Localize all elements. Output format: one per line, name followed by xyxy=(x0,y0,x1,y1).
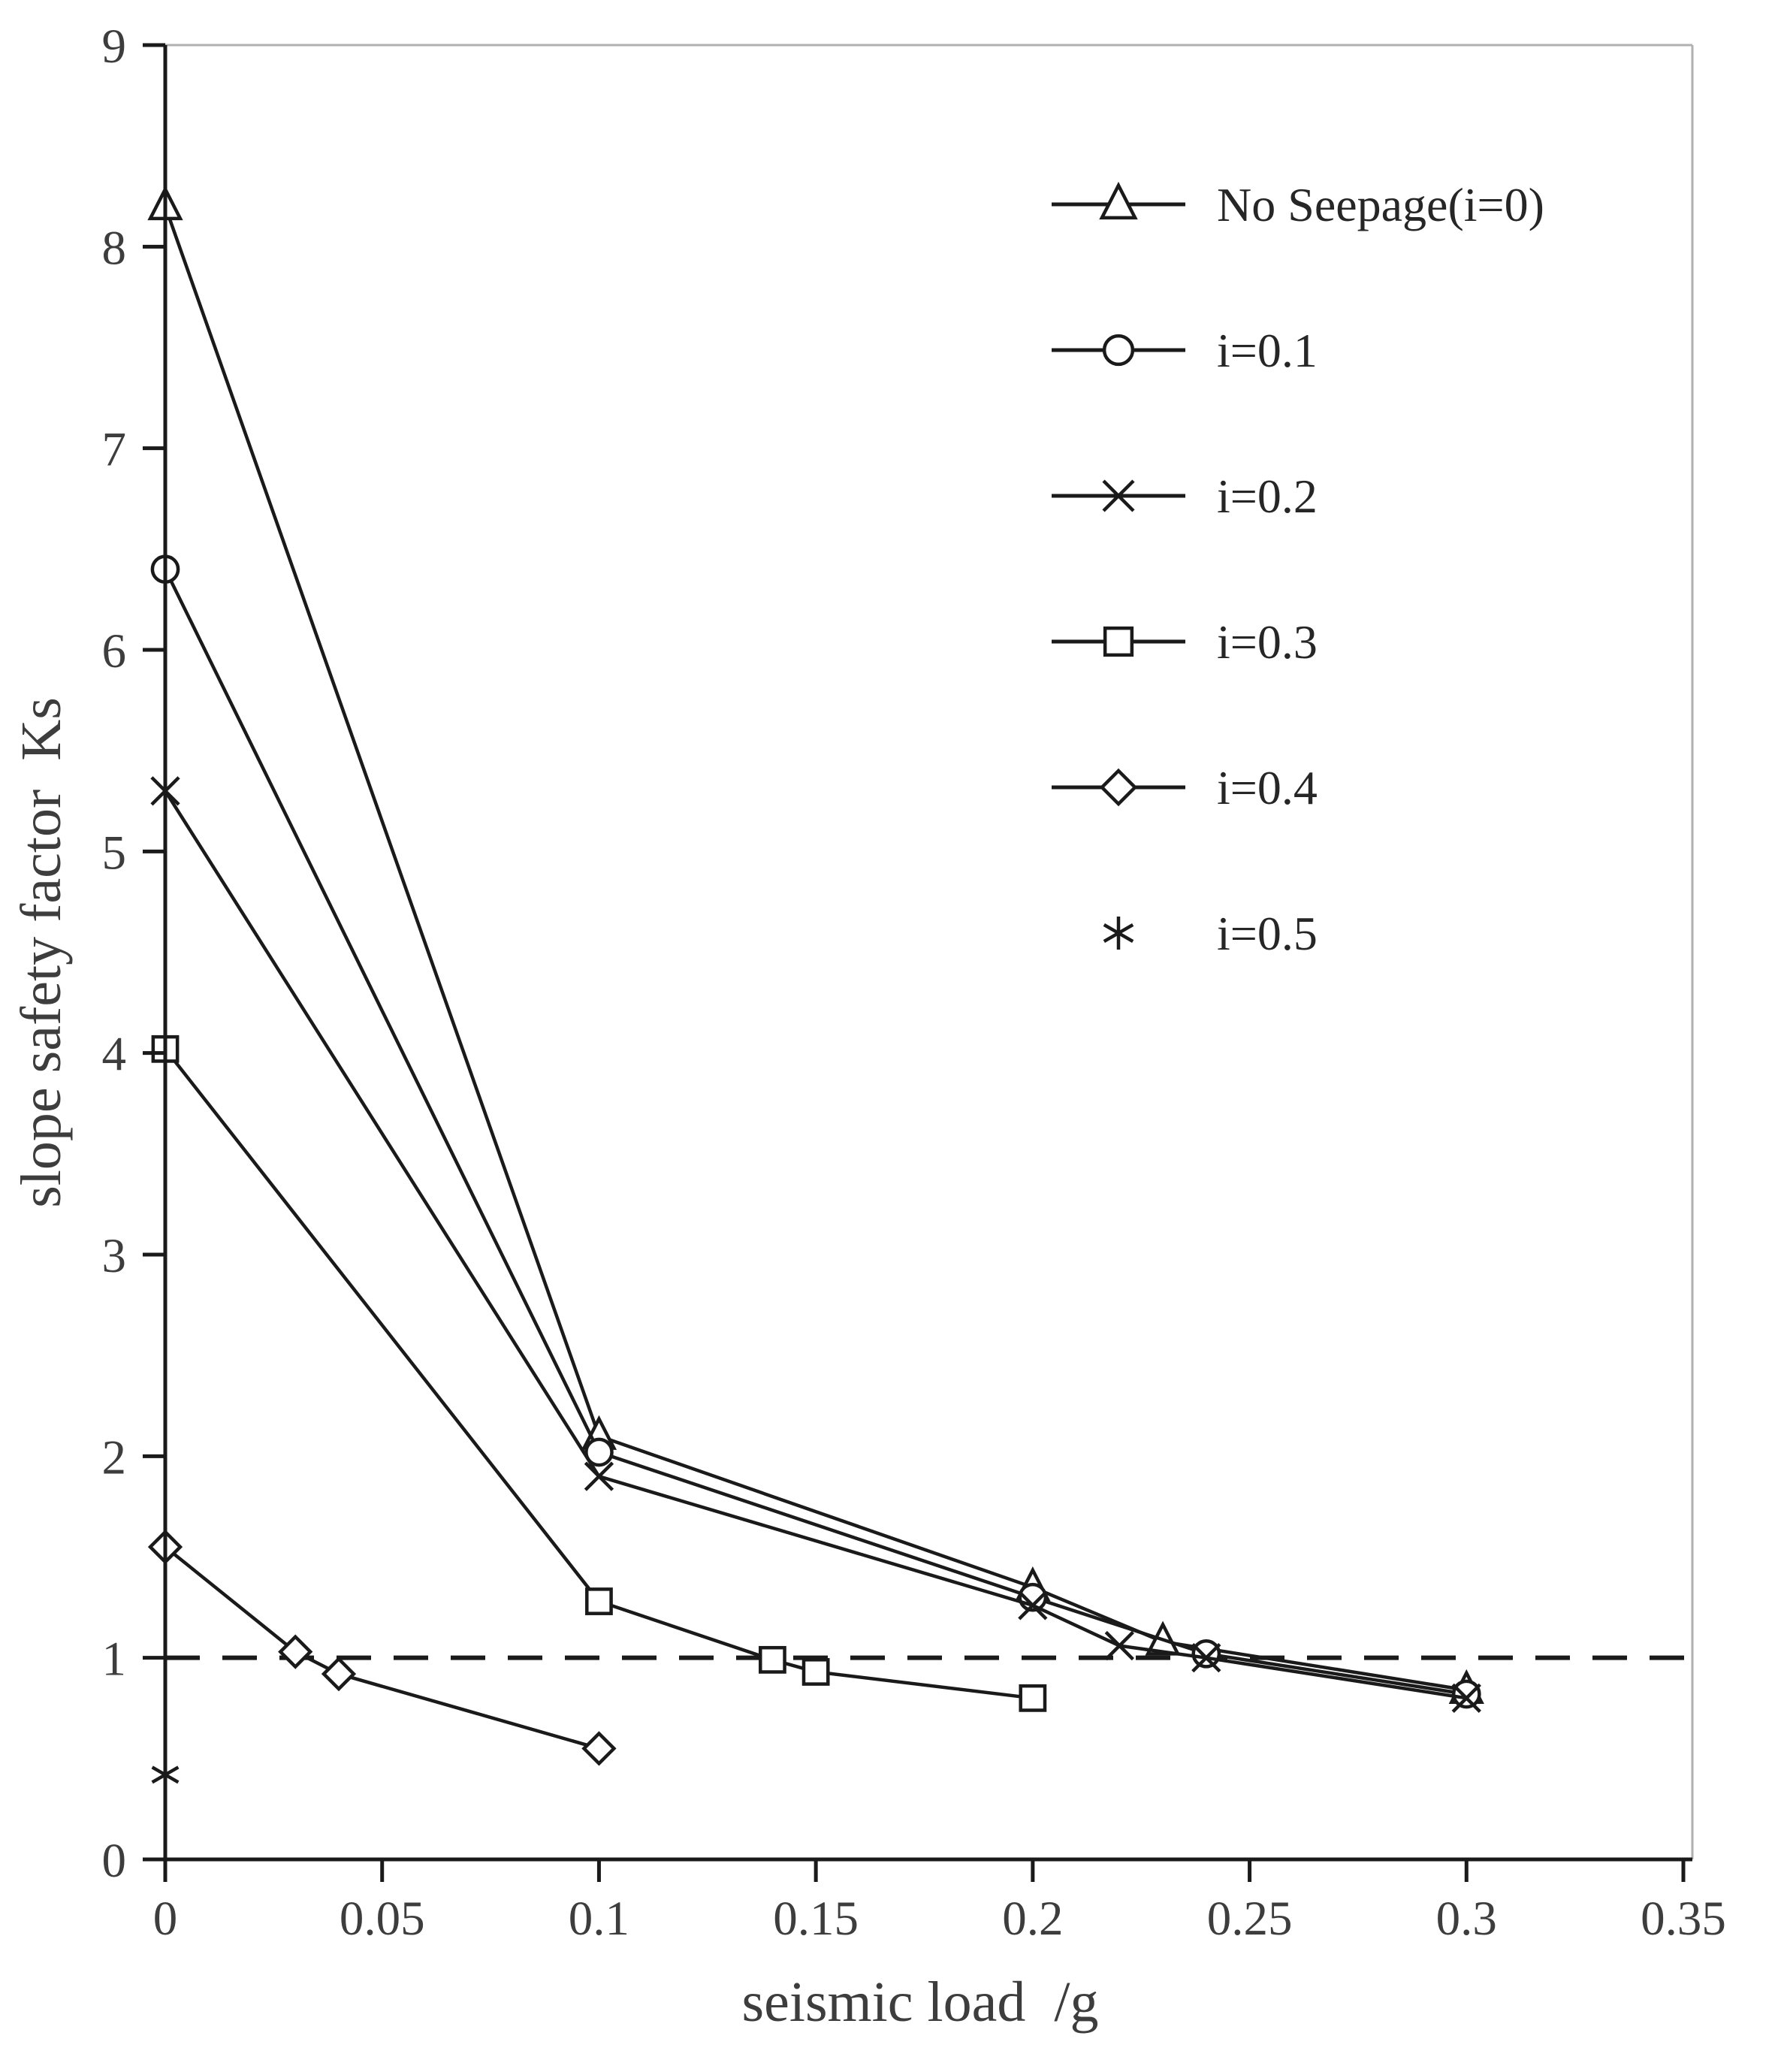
series-line xyxy=(164,790,1467,1700)
x-tick-label: 0.25 xyxy=(1207,1892,1293,1946)
x-marker xyxy=(1018,1590,1048,1620)
legend-item: i=0.5 xyxy=(1103,907,1318,960)
series-group xyxy=(147,185,1484,1790)
circle-marker xyxy=(1191,1639,1221,1669)
y-tick-label: 6 xyxy=(102,624,127,678)
y-tick-label: 7 xyxy=(102,423,127,477)
legend-item: i=0.3 xyxy=(1052,615,1318,669)
y-tick-label: 5 xyxy=(102,826,127,880)
x-tick-label: 0 xyxy=(153,1892,178,1946)
x-marker xyxy=(1191,1643,1221,1673)
square-marker xyxy=(801,1658,830,1686)
circle-marker xyxy=(584,1437,614,1467)
legend-item: i=0.1 xyxy=(1052,324,1318,377)
legend-label: i=0.3 xyxy=(1217,615,1318,669)
series-line xyxy=(163,568,1467,1696)
square-marker xyxy=(1103,626,1134,657)
axis-ticks: 0 1 2 3 4 5 6 7 8 9 0 0.05 0.1 0.15 0.2 0.25 0.3 0.35 xyxy=(102,20,1726,1946)
x-axis-title: seismic load /g xyxy=(742,1971,1099,2034)
diamond-marker xyxy=(581,1731,617,1766)
circle-marker xyxy=(1102,334,1135,367)
square-marker xyxy=(759,1645,786,1674)
diamond-marker xyxy=(278,1634,313,1669)
x-tick-label: 0.35 xyxy=(1641,1892,1726,1946)
square-marker xyxy=(585,1587,613,1615)
y-tick-label: 3 xyxy=(102,1229,127,1283)
x-tick-label: 0.2 xyxy=(1002,1892,1063,1946)
square-marker xyxy=(1019,1684,1047,1712)
asterisk-marker xyxy=(1103,916,1134,950)
diamond-marker xyxy=(321,1656,357,1692)
legend-item: No Seepage(i=0) xyxy=(1052,178,1544,231)
y-tick-label: 1 xyxy=(102,1633,127,1687)
y-tick-label: 0 xyxy=(102,1834,127,1888)
y-tick-label: 2 xyxy=(102,1430,127,1485)
plot-frame xyxy=(165,44,1694,1859)
y-tick-label: 8 xyxy=(102,221,127,275)
circle-marker xyxy=(1451,1679,1481,1709)
axes xyxy=(163,45,1692,1862)
legend-label: i=0.1 xyxy=(1217,324,1318,377)
triangle-marker xyxy=(1099,181,1138,220)
legend-item: i=0.4 xyxy=(1052,761,1318,814)
series-line xyxy=(164,1545,600,1750)
legend-label: i=0.5 xyxy=(1217,907,1318,960)
legend-item: i=0.2 xyxy=(1052,470,1318,523)
x-tick-label: 0.3 xyxy=(1436,1892,1497,1946)
series-i-0-4 xyxy=(147,1529,617,1766)
series-i-0-1 xyxy=(150,554,1481,1709)
x-marker xyxy=(1104,1630,1134,1661)
legend-label: No Seepage(i=0) xyxy=(1217,178,1544,231)
x-marker xyxy=(584,1461,614,1491)
x-tick-label: 0.1 xyxy=(569,1892,629,1946)
y-axis-title: slope safety factor Ks xyxy=(10,697,73,1208)
legend-label: i=0.2 xyxy=(1217,470,1318,523)
x-tick-label: 0.05 xyxy=(340,1892,425,1946)
x-marker xyxy=(1102,479,1135,512)
x-tick-label: 0.15 xyxy=(773,1892,859,1946)
legend: No Seepage(i=0) i=0.1 i=0.2 i=0.3 i=0.4 i=0.5 xyxy=(1052,178,1544,960)
series-i-0-3 xyxy=(151,1034,1047,1712)
legend-label: i=0.4 xyxy=(1217,761,1318,814)
diamond-marker xyxy=(1099,768,1138,807)
y-tick-label: 4 xyxy=(102,1028,127,1082)
x-marker xyxy=(1451,1683,1481,1713)
y-tick-label: 9 xyxy=(102,20,127,74)
